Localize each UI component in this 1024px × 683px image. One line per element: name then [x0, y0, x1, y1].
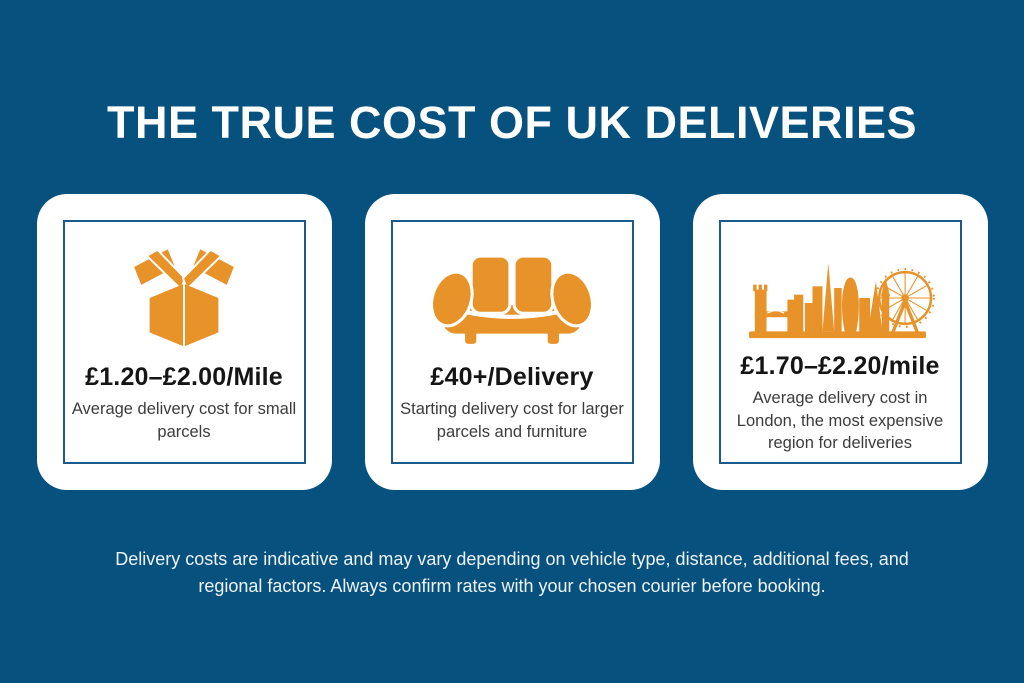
stat-card-small-parcels: £1.20–£2.00/Mile Average delivery cost f… [36, 193, 332, 490]
card-inner-border: £1.20–£2.00/Mile Average delivery cost f… [62, 219, 306, 464]
stat-value: £1.70–£2.20/mile [740, 351, 940, 380]
stat-card-furniture: £40+/Delivery Starting delivery cost for… [364, 193, 660, 490]
stat-value: £40+/Delivery [430, 362, 594, 391]
card-inner-border: £40+/Delivery Starting delivery cost for… [390, 219, 634, 464]
card-inner-border: £1.70–£2.20/mile Average delivery cost i… [718, 219, 962, 464]
disclaimer-text: Delivery costs are indicative and may va… [115, 548, 909, 597]
london-skyline-icon [744, 229, 936, 341]
sofa-icon [428, 240, 596, 352]
page-title: THE TRUE COST OF UK DELIVERIES [106, 97, 918, 148]
stat-cards-row: £1.20–£2.00/Mile Average delivery cost f… [0, 193, 1024, 490]
open-box-icon [125, 240, 243, 352]
stat-card-london: £1.70–£2.20/mile Average delivery cost i… [692, 193, 988, 490]
stat-value: £1.20–£2.00/Mile [85, 362, 283, 391]
stat-description: Starting delivery cost for larger parcel… [400, 400, 624, 441]
stat-description: Average delivery cost for small parcels [71, 400, 297, 441]
stat-description: Average delivery cost in London, the mos… [736, 389, 944, 452]
